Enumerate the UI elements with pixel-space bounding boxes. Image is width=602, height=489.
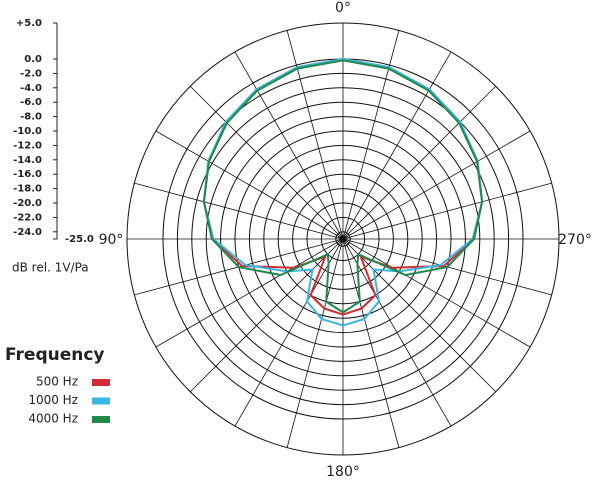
spoke xyxy=(234,238,344,427)
r-tick-label: 0.0 xyxy=(24,54,42,65)
r-tick-label: -24.0 xyxy=(13,227,42,238)
r-tick-label: -20.0 xyxy=(13,198,42,209)
angle-label: 270° xyxy=(558,232,592,248)
r-tick-label: -14.0 xyxy=(13,155,42,166)
r-tick-label: -16.0 xyxy=(13,169,42,180)
spoke xyxy=(286,30,344,240)
legend-label: 4000 Hz xyxy=(28,412,78,426)
legend-label: 500 Hz xyxy=(36,375,78,389)
spoke xyxy=(189,85,344,240)
spoke xyxy=(342,182,552,240)
r-tick-label: +5.0 xyxy=(16,18,42,29)
r-tick-label: -25.0 xyxy=(65,234,94,245)
legend-label: 1000 Hz xyxy=(28,393,78,407)
r-tick-label: -4.0 xyxy=(20,83,42,94)
r-axis-label: dB rel. 1V/Pa xyxy=(12,261,89,275)
spoke xyxy=(155,238,344,348)
angle-label: 180° xyxy=(326,464,360,480)
spoke xyxy=(234,51,344,240)
legend-title: Frequency xyxy=(5,345,105,365)
spoke xyxy=(134,182,344,240)
spoke xyxy=(342,30,400,240)
spoke xyxy=(342,238,497,393)
angle-label: 90° xyxy=(99,232,124,248)
legend-swatch xyxy=(92,397,110,405)
r-tick-label: -22.0 xyxy=(13,212,42,223)
spoke xyxy=(342,238,531,348)
spoke xyxy=(286,238,344,448)
legend-swatch xyxy=(92,379,110,386)
r-tick-label: -8.0 xyxy=(20,112,42,123)
spoke xyxy=(342,51,452,240)
series-line xyxy=(202,59,484,314)
angle-label: 0° xyxy=(335,0,351,16)
r-tick-label: -2.0 xyxy=(20,68,42,79)
r-tick-label: -12.0 xyxy=(13,140,42,151)
r-tick-label: -10.0 xyxy=(13,126,42,137)
spoke xyxy=(189,238,344,393)
r-tick-label: -18.0 xyxy=(13,184,42,195)
r-tick-label: -6.0 xyxy=(20,97,42,108)
spoke xyxy=(342,85,497,240)
legend-swatch xyxy=(92,416,110,423)
spoke xyxy=(155,130,344,240)
spoke xyxy=(342,238,452,427)
spoke xyxy=(342,130,531,240)
spoke xyxy=(342,238,400,448)
